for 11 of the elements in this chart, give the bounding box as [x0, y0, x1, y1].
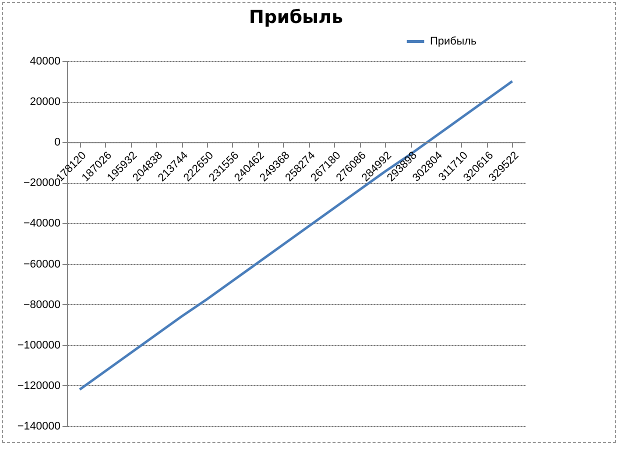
legend-label: Прибыль	[430, 36, 477, 48]
y-tick-label: −40000	[23, 218, 60, 230]
y-tick-label: −120000	[17, 380, 60, 392]
y-tick-label: 20000	[30, 96, 60, 108]
y-tick-label: −140000	[17, 420, 60, 432]
y-tick-label: −100000	[17, 339, 60, 352]
y-tick-label: 0	[54, 136, 60, 149]
chart-title: Прибыль	[249, 7, 343, 28]
y-tick-label: −60000	[23, 258, 60, 270]
y-tick-label: −80000	[23, 298, 60, 311]
y-tick-label: 40000	[30, 56, 60, 68]
